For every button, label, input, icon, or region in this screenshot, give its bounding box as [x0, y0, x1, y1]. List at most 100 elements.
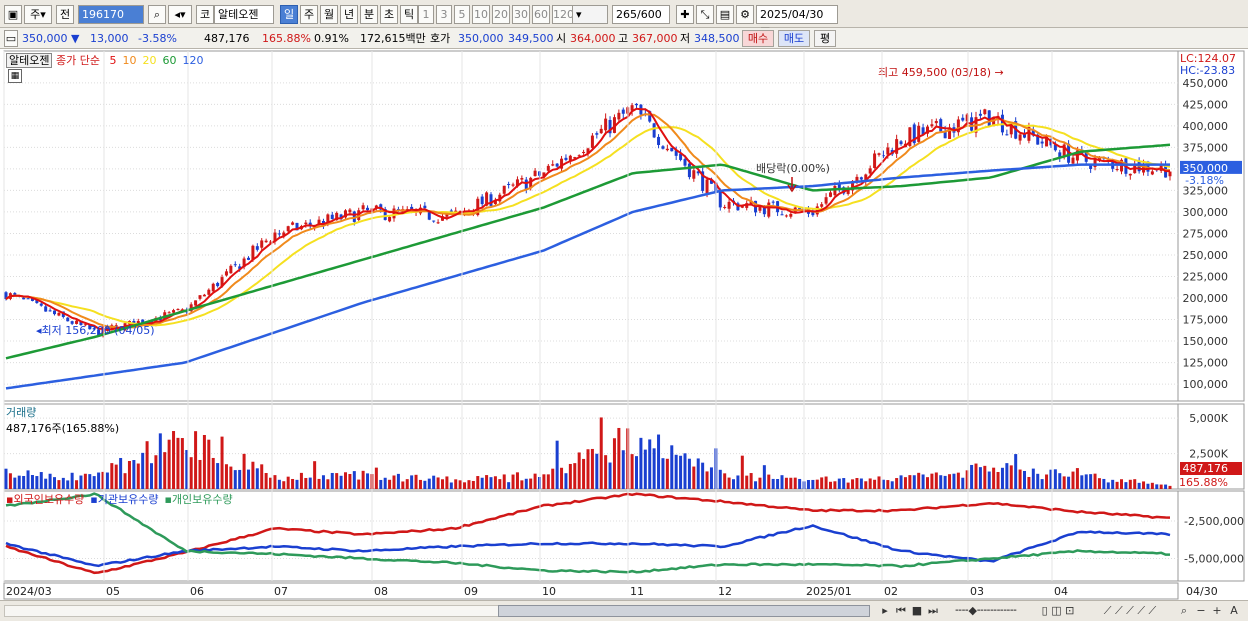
period-tab-5[interactable]: 초: [380, 5, 398, 24]
candle-body: [282, 232, 286, 236]
volume-bar: [53, 477, 56, 489]
sell-button[interactable]: 매도: [778, 30, 810, 47]
expand-icon[interactable]: ▭: [4, 30, 18, 47]
draw-tool-icons[interactable]: ⟋ ⟋ ⟋ ⟋ ⟋: [1103, 604, 1157, 617]
volume-value: 487,176: [204, 32, 250, 45]
volume-bar: [114, 464, 118, 489]
mode-dropdown[interactable]: 주▾: [24, 5, 52, 24]
stock-code-input[interactable]: 196170: [78, 5, 144, 24]
x-axis-label-11: 03: [970, 585, 984, 598]
candle-body: [1168, 171, 1172, 177]
volume-title: 거래량: [6, 406, 37, 419]
candle-body: [635, 103, 638, 106]
period-tab-6[interactable]: 틱: [400, 5, 418, 24]
candle-body: [211, 283, 215, 292]
volume-bar: [551, 468, 555, 489]
volume-bar: [233, 470, 237, 489]
search-icon[interactable]: ⌕: [148, 5, 166, 24]
chart-canvas[interactable]: 450,000 425,000 400,000 375,000 350,000 325,0…: [0, 49, 1248, 600]
candle-body: [233, 264, 237, 266]
volume-bar: [44, 478, 48, 489]
candle-body: [22, 297, 26, 300]
volume-bar: [881, 479, 885, 489]
volume-bar: [436, 477, 440, 489]
volume-bar: [568, 463, 572, 489]
draw-tool-icon[interactable]: ✚: [676, 5, 694, 24]
scroll-right-icon[interactable]: ▸: [882, 604, 888, 617]
bottom-scrollbar: ▸ ⏮ ■ ⏭ ╌╌◆╌╌╌╌╌╌ ▯ ◫ ⊡ ⟋ ⟋ ⟋ ⟋ ⟋ ⌕ − + …: [0, 600, 1248, 621]
count-value: 265: [616, 8, 637, 21]
interval-tab-3[interactable]: 3: [436, 5, 452, 24]
interval-tab-1[interactable]: 1: [418, 5, 434, 24]
interval-dropdown[interactable]: ▾: [572, 5, 608, 24]
candle-body: [965, 114, 969, 122]
zoom-slider[interactable]: ╌╌◆╌╌╌╌╌╌: [955, 604, 1017, 617]
volume-panel-header: 거래량 487,176주(165.88%): [6, 404, 119, 436]
period-tab-3[interactable]: 년: [340, 5, 358, 24]
candle-body: [269, 241, 273, 243]
volume-bar: [1005, 463, 1009, 489]
buy-button[interactable]: 매수: [742, 30, 774, 47]
volume-bar: [344, 472, 347, 489]
rewind-icon[interactable]: ⏮: [896, 604, 906, 617]
stop-icon[interactable]: ■: [911, 604, 923, 617]
forward-icon[interactable]: ⏭: [928, 604, 938, 617]
candle-body: [423, 205, 427, 209]
volume-bar: [242, 453, 246, 489]
volume-bar: [467, 480, 471, 489]
candle-body: [811, 211, 815, 216]
date-field[interactable]: 2025/04/30 ▦: [756, 5, 838, 38]
count-field[interactable]: 265/600: [612, 5, 670, 24]
eval-button[interactable]: 평: [814, 30, 836, 47]
speaker-icon[interactable]: ◂▾: [168, 5, 192, 24]
window-menu-icon[interactable]: ▣: [4, 5, 22, 24]
zoom-in-icon[interactable]: +: [1212, 604, 1222, 617]
market-badge[interactable]: 코: [196, 5, 214, 24]
interval-tab-60[interactable]: 60: [532, 5, 550, 24]
interval-tab-120[interactable]: 120: [552, 5, 574, 24]
volume-bar: [194, 431, 198, 489]
candle-body: [621, 109, 625, 114]
candle-body: [30, 298, 34, 301]
price-tick-label-7: 275,000: [1183, 227, 1229, 240]
interval-tab-5[interactable]: 5: [454, 5, 470, 24]
volume-bar: [493, 476, 497, 489]
candle-body: [317, 219, 321, 225]
stock-name-field[interactable]: 알테오젠: [214, 5, 274, 24]
volume-bar: [851, 479, 855, 489]
volume-bar: [145, 441, 149, 489]
candle-body: [1142, 163, 1146, 173]
candle-body: [586, 148, 590, 154]
candle-body: [242, 258, 246, 268]
period-tab-4[interactable]: 분: [360, 5, 378, 24]
volume-bar: [388, 479, 392, 489]
volume-bar: [705, 471, 709, 489]
candle-body: [692, 170, 696, 179]
volume-bar: [564, 473, 568, 489]
low-price: 348,500: [694, 32, 740, 45]
zoom-search-icon[interactable]: ⌕: [1180, 604, 1188, 617]
zoom-tool-icon[interactable]: ⤡: [696, 5, 714, 24]
period-tab-0[interactable]: 일: [280, 5, 298, 24]
volume-bar: [952, 473, 956, 489]
period-tab-1[interactable]: 주: [300, 5, 318, 24]
zoom-out-icon[interactable]: −: [1196, 604, 1206, 617]
save-icon[interactable]: ▤: [716, 5, 734, 24]
volume-bar: [983, 465, 987, 489]
candle-body: [445, 212, 449, 217]
prev-button[interactable]: 전: [56, 5, 74, 24]
candle-body: [344, 210, 347, 218]
tool-icons-left[interactable]: ▯ ◫ ⊡: [1041, 604, 1075, 617]
chart-area[interactable]: 450,000 425,000 400,000 375,000 350,000 325,0…: [0, 49, 1248, 600]
table-view-icon[interactable]: ▦: [8, 69, 22, 83]
volume-bar: [392, 475, 396, 489]
period-tab-2[interactable]: 월: [320, 5, 338, 24]
interval-tab-30[interactable]: 30: [512, 5, 530, 24]
volume-bar: [661, 458, 665, 489]
scroll-thumb[interactable]: [498, 605, 870, 617]
font-size-icon[interactable]: A: [1230, 604, 1238, 617]
settings-gear-icon[interactable]: ⚙: [736, 5, 754, 24]
volume-bar: [154, 455, 158, 489]
interval-tab-20[interactable]: 20: [492, 5, 510, 24]
interval-tab-10[interactable]: 10: [472, 5, 490, 24]
